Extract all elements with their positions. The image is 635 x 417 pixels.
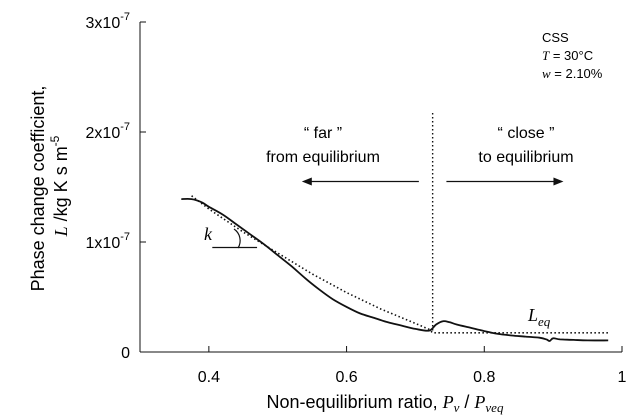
series-measured-line	[181, 197, 609, 342]
x-axis-title-sep: /	[459, 392, 474, 412]
y-tick-label: 2x10-7	[86, 121, 130, 142]
x-tick-label: 0.6	[335, 369, 357, 386]
arrow-left-icon	[301, 177, 312, 186]
legend-temperature-value: = 30°C	[549, 48, 593, 63]
close-label-line2: to equilibrium	[478, 149, 573, 166]
series-model-line	[191, 195, 609, 334]
y-tick-label: 3x10-7	[86, 11, 130, 32]
conditions-legend: CSS T = 30°C w = 2.10%	[542, 30, 603, 81]
y-tick-label: 0	[121, 345, 130, 362]
far-label-line2: from equilibrium	[266, 149, 380, 166]
x-axis-title-num: P	[442, 392, 454, 412]
slope-k-angle-arc	[233, 228, 241, 249]
leq-label-sub: eq	[538, 314, 551, 329]
slope-k-label: k	[204, 224, 213, 244]
legend-moisture-var: w	[542, 66, 551, 81]
legend-material: CSS	[542, 30, 569, 45]
x-axis-title: Non-equilibrium ratio, Pv / Pveq	[267, 392, 504, 415]
y-tick-label: 1x10-7	[86, 231, 130, 252]
x-tick-label: 0.8	[473, 369, 495, 386]
legend-temperature-var: T	[542, 48, 550, 63]
y-axis-title: Phase change coefficient, L /kg K s m-5	[28, 81, 71, 292]
x-tick-label: 1	[618, 369, 627, 386]
x-axis-title-prefix: Non-equilibrium ratio,	[267, 392, 443, 412]
x-axis-title-den-sub: veq	[485, 400, 504, 415]
x-axis-title-den: P	[473, 392, 485, 412]
arrow-right-icon	[553, 177, 564, 186]
y-axis-title-line1: Phase change coefficient,	[28, 86, 48, 292]
far-label-line1: “ far ”	[304, 125, 342, 142]
x-tick-label: 0.4	[198, 369, 220, 386]
y-ticks: 0 1x10-7 2x10-7 3x10-7	[86, 11, 146, 362]
x-axis-title-num-sub: v	[454, 400, 460, 415]
close-label-line1: “ close ”	[498, 125, 555, 142]
y-axis-title-var: L	[51, 226, 71, 237]
leq-label-var: L	[527, 305, 538, 325]
x-ticks: 0.4 0.6 0.8 1	[198, 346, 627, 386]
leq-label: Leq	[527, 305, 551, 329]
legend-moisture: w = 2.10%	[542, 66, 603, 81]
y-axis-title-exp: -5	[48, 135, 62, 146]
legend-moisture-value: = 2.10%	[551, 66, 603, 81]
y-axis-title-unit: /kg K s m	[51, 146, 71, 226]
legend-temperature: T = 30°C	[542, 48, 593, 63]
